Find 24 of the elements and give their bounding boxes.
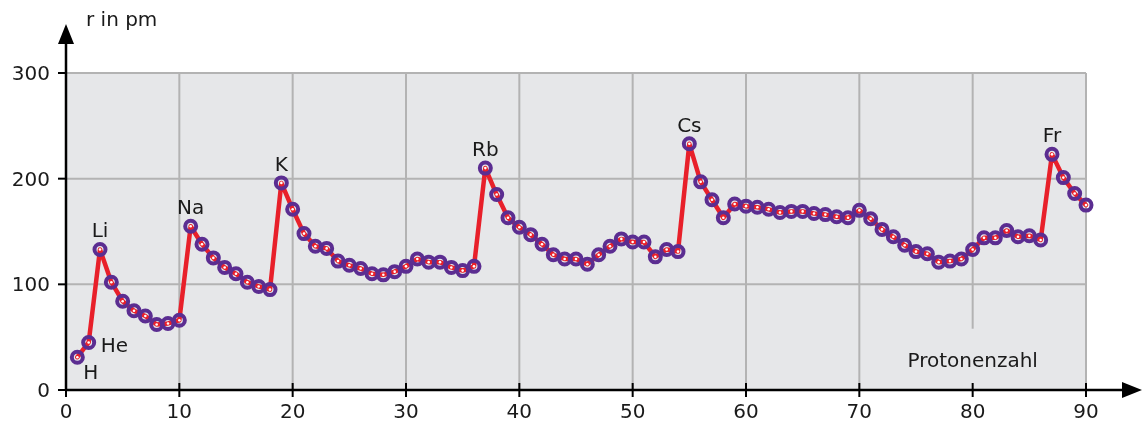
- y-tick-label: 0: [37, 378, 50, 402]
- x-tick-label: 50: [619, 399, 646, 423]
- x-axis-title: Protonenzahl: [907, 347, 1038, 372]
- y-axis-title: r in pm: [86, 7, 158, 31]
- x-tick-label: 30: [393, 399, 419, 423]
- y-tick-label: 300: [11, 61, 50, 85]
- x-tick-label: 70: [846, 399, 873, 423]
- x-tick-label: 60: [733, 399, 759, 423]
- y-tick-label: 100: [11, 272, 50, 297]
- annotation: H: [83, 360, 99, 385]
- annotation: Fr: [1042, 123, 1062, 148]
- x-tick-label: 20: [279, 399, 306, 423]
- annotation: Cs: [677, 112, 702, 137]
- x-tick-label: 40: [506, 399, 533, 423]
- x-tick-label: 90: [1073, 399, 1099, 423]
- y-tick-label: 200: [11, 166, 50, 191]
- x-tick-label: 0: [59, 399, 73, 423]
- annotation: He: [100, 333, 129, 358]
- annotation: K: [274, 151, 289, 176]
- annotation: Rb: [472, 137, 499, 162]
- annotation: Li: [91, 218, 109, 243]
- annotation: Na: [177, 195, 205, 220]
- x-tick-label: 80: [959, 399, 986, 423]
- x-tick-label: 10: [166, 399, 193, 423]
